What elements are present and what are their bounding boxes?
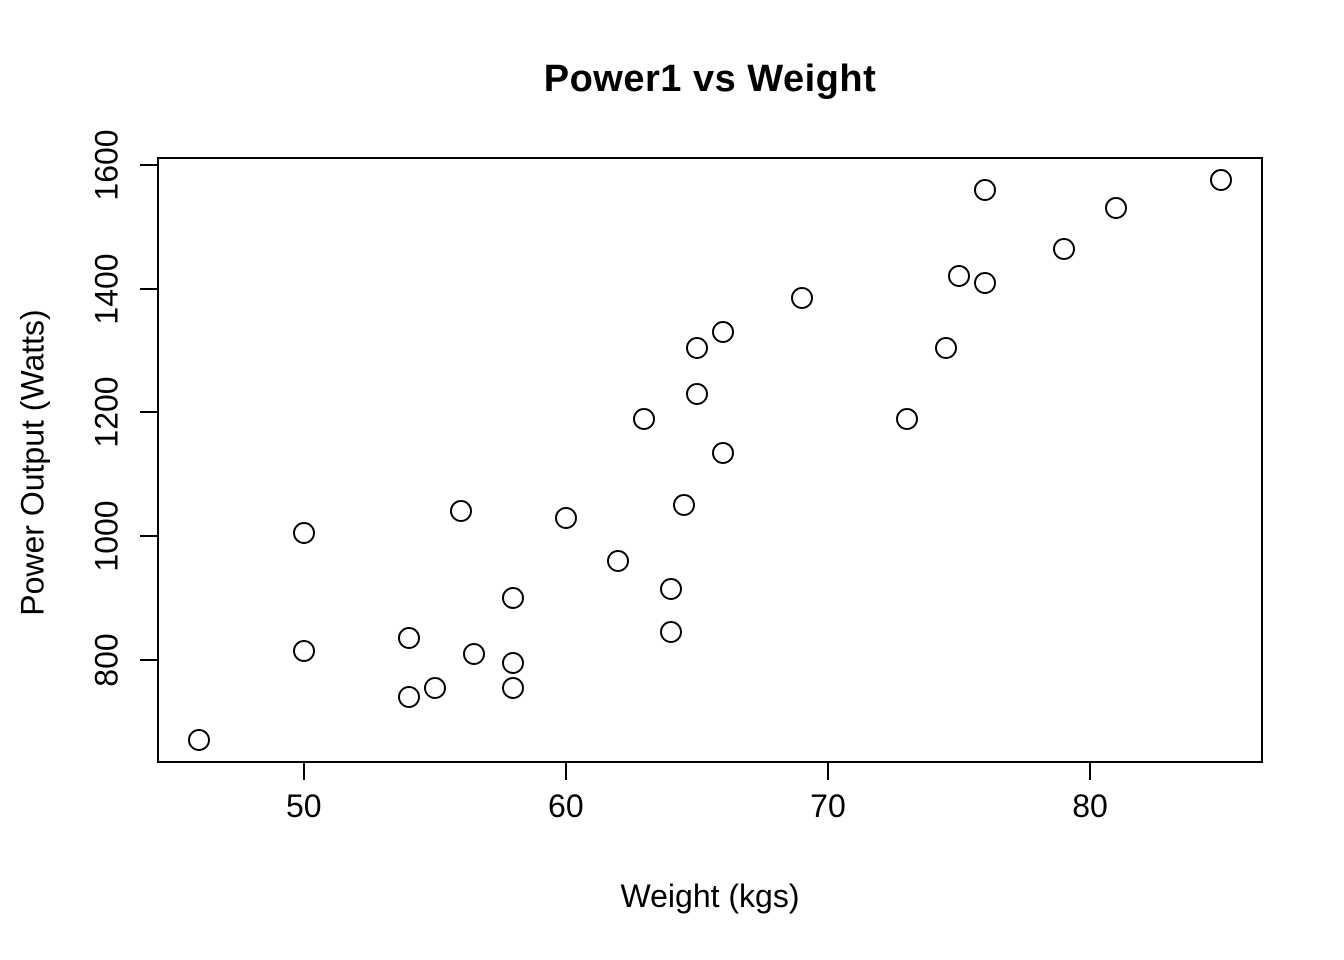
data-point [1052,237,1075,260]
data-point [554,506,577,529]
chart-title: Power1 vs Weight [543,58,877,100]
data-point [633,407,656,430]
x-axis-tick [826,763,829,780]
data-point [659,577,682,600]
y-axis-tick [140,535,157,538]
data-point [685,382,708,405]
y-axis-tick [140,658,157,661]
y-axis-tick-label: 800 [88,633,125,687]
y-axis-tick-label: 1000 [88,500,125,572]
data-point [659,621,682,644]
y-axis-tick [140,411,157,414]
x-axis-tick [1089,763,1092,780]
x-axis-tick-label: 70 [810,788,846,824]
y-axis-label: Power Output (Watts) [14,309,51,616]
data-point [790,287,813,309]
y-axis-tick-label: 1600 [88,129,125,201]
data-point [712,321,735,344]
data-point [187,729,210,752]
data-point [672,494,695,517]
data-point [685,336,708,359]
data-point [934,336,957,359]
data-point [974,178,997,201]
data-point [463,642,486,665]
data-point [502,587,525,610]
x-axis-tick [564,763,567,780]
x-axis-tick [302,763,305,780]
plot-area [157,157,1263,763]
x-axis-tick-label: 50 [285,788,322,824]
data-point [607,549,630,572]
x-axis-tick-label: 60 [548,788,584,824]
data-point [292,522,315,545]
data-point [1105,197,1128,220]
y-axis-tick [140,287,157,290]
y-axis-tick-label: 1400 [88,253,125,325]
data-point [423,676,446,699]
data-point [895,407,918,430]
data-point [397,627,420,650]
data-point [502,676,525,699]
x-axis-tick-label: 80 [1072,788,1108,824]
data-point [397,686,420,709]
x-axis-label: Weight (kgs) [620,878,800,914]
data-point [947,265,970,288]
data-point [502,652,525,675]
data-point [712,441,735,464]
data-point [450,500,473,523]
y-axis-tick-label: 1200 [88,376,125,449]
data-point [974,271,997,294]
data-point [1210,169,1233,192]
y-axis-tick [140,163,157,166]
data-point [292,639,315,662]
